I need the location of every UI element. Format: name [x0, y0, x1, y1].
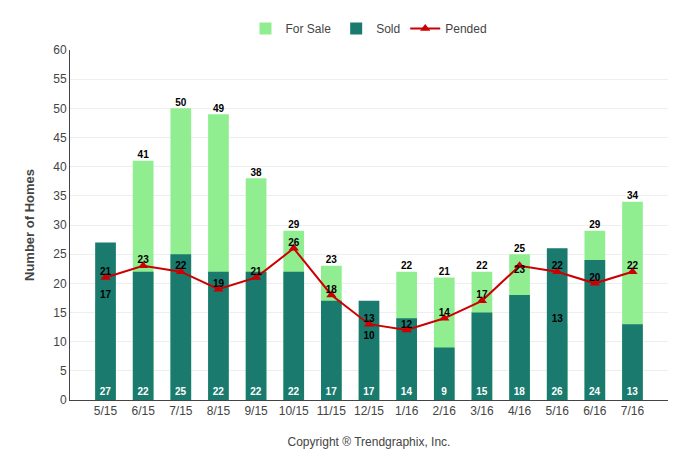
svg-text:5: 5 [60, 364, 67, 378]
svg-text:13: 13 [363, 313, 375, 324]
svg-text:22: 22 [137, 386, 149, 397]
svg-text:15: 15 [53, 306, 67, 320]
svg-text:22: 22 [250, 386, 262, 397]
svg-text:26: 26 [551, 386, 563, 397]
svg-text:49: 49 [213, 103, 225, 114]
svg-text:20: 20 [589, 272, 601, 283]
svg-text:17: 17 [100, 289, 112, 300]
svg-text:Number of Homes: Number of Homes [22, 169, 37, 281]
svg-text:55: 55 [53, 72, 67, 86]
svg-text:22: 22 [552, 260, 564, 271]
svg-text:Sold: Sold [376, 22, 400, 36]
svg-text:9: 9 [441, 386, 447, 397]
svg-text:50: 50 [53, 102, 67, 116]
svg-text:50: 50 [175, 97, 187, 108]
svg-text:18: 18 [326, 284, 338, 295]
svg-text:34: 34 [627, 190, 639, 201]
svg-text:23: 23 [138, 254, 150, 265]
svg-text:18: 18 [514, 386, 526, 397]
svg-text:17: 17 [363, 386, 375, 397]
svg-text:7/15: 7/15 [169, 404, 193, 418]
svg-text:5/15: 5/15 [94, 404, 118, 418]
svg-text:25: 25 [175, 386, 187, 397]
svg-text:41: 41 [138, 149, 150, 160]
svg-text:19: 19 [213, 278, 225, 289]
svg-text:6/15: 6/15 [131, 404, 155, 418]
svg-text:4/16: 4/16 [508, 404, 532, 418]
svg-text:17: 17 [476, 289, 488, 300]
svg-text:12: 12 [401, 319, 413, 330]
svg-text:6/16: 6/16 [583, 404, 607, 418]
svg-text:14: 14 [401, 386, 413, 397]
svg-text:24: 24 [589, 386, 601, 397]
svg-text:13: 13 [627, 386, 639, 397]
svg-text:Pended: Pended [445, 22, 486, 36]
svg-text:12/15: 12/15 [354, 404, 384, 418]
svg-text:22: 22 [401, 260, 413, 271]
svg-text:25: 25 [53, 247, 67, 261]
svg-text:30: 30 [53, 218, 67, 232]
svg-text:45: 45 [53, 131, 67, 145]
svg-text:9/15: 9/15 [244, 404, 268, 418]
svg-text:40: 40 [53, 160, 67, 174]
svg-text:23: 23 [326, 254, 338, 265]
svg-text:11/15: 11/15 [317, 404, 346, 418]
svg-text:22: 22 [288, 386, 300, 397]
svg-text:2/16: 2/16 [433, 404, 457, 418]
svg-text:14: 14 [439, 307, 451, 318]
svg-text:22: 22 [213, 386, 225, 397]
svg-text:21: 21 [100, 266, 112, 277]
svg-text:21: 21 [251, 266, 263, 277]
svg-text:0: 0 [60, 393, 67, 407]
svg-text:38: 38 [251, 167, 263, 178]
svg-text:10: 10 [53, 335, 67, 349]
svg-text:23: 23 [514, 264, 526, 275]
svg-text:27: 27 [100, 386, 112, 397]
svg-text:15: 15 [476, 386, 488, 397]
svg-text:For Sale: For Sale [286, 22, 332, 36]
svg-text:20: 20 [53, 277, 67, 291]
svg-text:8/15: 8/15 [207, 404, 231, 418]
svg-text:26: 26 [288, 237, 300, 248]
svg-text:17: 17 [326, 386, 338, 397]
svg-text:22: 22 [476, 260, 488, 271]
svg-text:Copyright ® Trendgraphix, Inc.: Copyright ® Trendgraphix, Inc. [288, 435, 451, 449]
svg-text:21: 21 [439, 266, 451, 277]
svg-text:3/16: 3/16 [470, 404, 494, 418]
svg-text:25: 25 [514, 243, 526, 254]
svg-text:60: 60 [53, 43, 67, 57]
svg-text:13: 13 [552, 313, 564, 324]
svg-text:10/15: 10/15 [279, 404, 309, 418]
svg-text:22: 22 [175, 260, 187, 271]
svg-text:29: 29 [589, 219, 601, 230]
svg-text:29: 29 [288, 219, 300, 230]
svg-text:10: 10 [363, 330, 375, 341]
svg-text:1/16: 1/16 [395, 404, 419, 418]
svg-text:35: 35 [53, 189, 67, 203]
svg-text:22: 22 [627, 260, 639, 271]
svg-text:5/16: 5/16 [546, 404, 570, 418]
svg-text:7/16: 7/16 [621, 404, 645, 418]
